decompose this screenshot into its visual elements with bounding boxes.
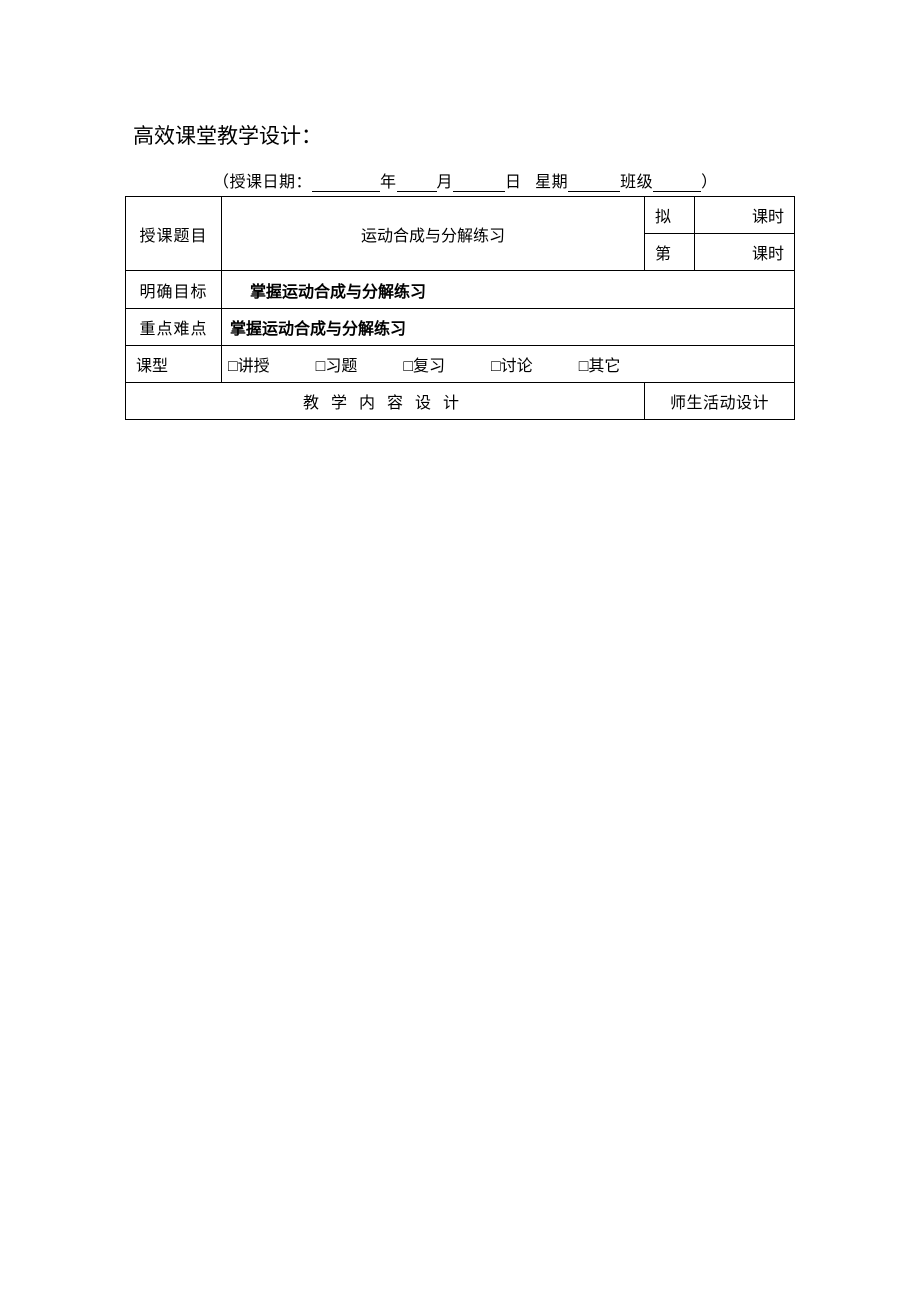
lesson-title-label: 授课题目	[126, 197, 222, 271]
keypoint-value: 掌握运动合成与分解练习	[222, 309, 795, 346]
keypoint-label: 重点难点	[126, 309, 222, 346]
table-row: 教学内容设计 师生活动设计	[126, 383, 795, 420]
date-suffix: ）	[701, 174, 718, 191]
table-row: 重点难点 掌握运动合成与分解练习	[126, 309, 795, 346]
period-num-label: 第	[645, 234, 695, 271]
content-design-header: 教学内容设计	[126, 383, 645, 420]
checkbox-exercise[interactable]: □习题	[316, 352, 358, 376]
table-row: 课型 □讲授 □习题 □复习 □讨论 □其它	[126, 346, 795, 383]
year-blank[interactable]	[312, 174, 380, 192]
activity-design-header: 师生活动设计	[645, 383, 795, 420]
week-blank[interactable]	[568, 174, 620, 192]
course-type-label: 课型	[126, 346, 222, 383]
course-type-options: □讲授 □习题 □复习 □讨论 □其它	[222, 346, 795, 383]
day-blank[interactable]	[453, 174, 505, 192]
date-prefix: （授课日期：	[213, 174, 312, 191]
objective-value: 掌握运动合成与分解练习	[222, 271, 795, 309]
checkbox-lecture[interactable]: □讲授	[228, 352, 270, 376]
day-label: 日	[505, 174, 522, 191]
period-plan-label: 拟	[645, 197, 695, 234]
year-label: 年	[380, 174, 397, 191]
week-label: 星期	[535, 174, 568, 191]
checkbox-other[interactable]: □其它	[579, 352, 621, 376]
table-row: 授课题目 运动合成与分解练习 拟 课时	[126, 197, 795, 234]
document-title: 高效课堂教学设计：	[125, 120, 795, 150]
table-row: 明确目标 掌握运动合成与分解练习	[126, 271, 795, 309]
class-label: 班级	[620, 174, 653, 191]
period-label-2: 课时	[695, 234, 795, 271]
checkbox-review[interactable]: □复习	[403, 352, 445, 376]
month-label: 月	[437, 174, 454, 191]
lesson-plan-table: 授课题目 运动合成与分解练习 拟 课时 第 课时 明确目标 掌握运动合成与分解练…	[125, 196, 795, 420]
page-container: 高效课堂教学设计： （授课日期： 年 月 日 星期 班级 ） 授课题目 运动合成与分解练习…	[0, 0, 920, 420]
class-blank[interactable]	[653, 174, 701, 192]
date-line: （授课日期： 年 月 日 星期 班级 ）	[125, 168, 795, 192]
checkbox-discuss[interactable]: □讨论	[491, 352, 533, 376]
month-blank[interactable]	[397, 174, 437, 192]
objective-label: 明确目标	[126, 271, 222, 309]
period-label-1: 课时	[695, 197, 795, 234]
lesson-title-value: 运动合成与分解练习	[222, 197, 645, 271]
